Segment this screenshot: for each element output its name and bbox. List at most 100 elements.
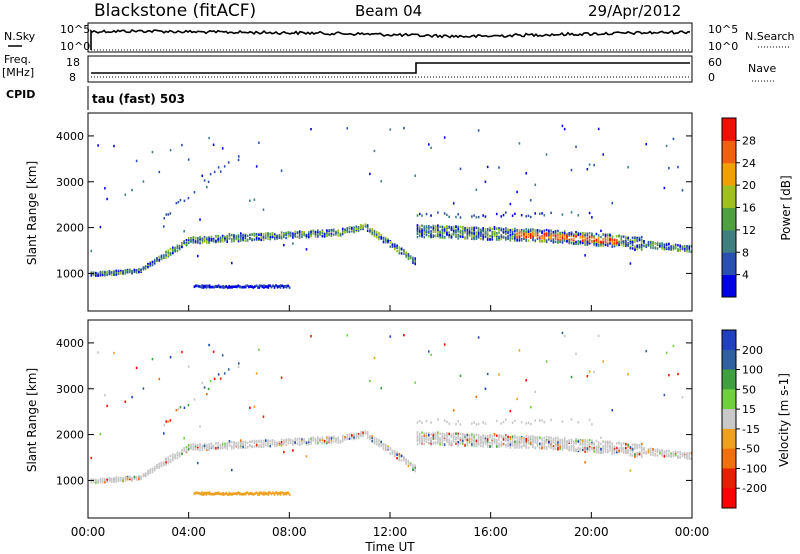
power-cell	[360, 223, 362, 227]
velocity-cell	[416, 436, 419, 440]
power-cell	[283, 234, 285, 237]
velocity-cell	[541, 437, 543, 440]
velocity-cell	[638, 443, 641, 447]
power-cell	[261, 285, 264, 289]
velocity-cell	[242, 442, 244, 445]
power-cell	[597, 234, 600, 237]
power-cell	[350, 227, 353, 230]
velocity-cell	[260, 491, 262, 495]
power-cell	[287, 231, 290, 234]
power-cell	[582, 239, 584, 242]
velocity-cell	[620, 442, 623, 445]
power-cell	[233, 233, 235, 237]
power-cell	[425, 225, 428, 228]
velocity-cell	[615, 447, 618, 450]
velocity-cell	[473, 435, 475, 439]
power-cell	[255, 284, 258, 288]
velocity-cell	[330, 437, 333, 440]
power-cell	[428, 143, 430, 146]
velocity-cell	[240, 492, 243, 496]
velocity-cell	[326, 436, 328, 439]
power-cell	[452, 229, 455, 233]
power-cell	[430, 229, 432, 233]
velocity-cell	[570, 448, 573, 452]
power-cell	[489, 238, 491, 241]
velocity-cell	[529, 436, 532, 439]
velocity-cell	[572, 447, 575, 451]
velocity-cell	[491, 443, 494, 447]
power-cell	[663, 246, 666, 250]
power-cell	[208, 286, 211, 289]
power-cell	[233, 235, 235, 238]
velocity-cell	[219, 377, 222, 380]
power-cell	[482, 236, 484, 239]
velocity-cell	[527, 437, 530, 440]
power-cell	[523, 229, 525, 233]
velocity-cell	[237, 491, 240, 494]
power-cell	[631, 247, 634, 250]
power-cell	[260, 238, 262, 242]
power-cell	[418, 227, 421, 231]
velocity-cell	[532, 440, 534, 443]
nave-label: Nave	[748, 62, 776, 75]
power-cell	[169, 251, 172, 255]
velocity-cell	[586, 374, 589, 378]
velocity-cell	[126, 478, 129, 481]
power-cell	[292, 232, 294, 235]
power-cell	[135, 159, 138, 163]
velocity-cell	[561, 448, 564, 451]
power-cell	[101, 272, 104, 275]
power-cell	[307, 234, 310, 238]
velocity-cell	[475, 439, 478, 443]
velocity-cell	[500, 440, 503, 444]
power-cell	[471, 226, 473, 229]
velocity-cell	[346, 437, 349, 440]
power-cell	[532, 236, 534, 240]
velocity-cell	[366, 433, 369, 436]
velocity-cell	[471, 422, 473, 425]
power-cell	[287, 235, 290, 238]
velocity-cell	[588, 449, 591, 452]
velocity-cell	[156, 466, 158, 469]
velocity-cell	[550, 444, 552, 447]
velocity-cell	[486, 445, 489, 448]
velocity-cell	[412, 466, 414, 469]
power-cell	[534, 183, 537, 187]
power-cell	[686, 245, 688, 248]
velocity-cell	[226, 445, 229, 448]
velocity-cell	[219, 447, 222, 450]
power-cell	[455, 228, 457, 232]
power-cell	[106, 273, 108, 277]
velocity-cell	[276, 493, 279, 496]
velocity-cell	[538, 419, 541, 422]
velocity-cell	[192, 447, 195, 450]
velocity-cell	[475, 433, 478, 436]
power-cell	[99, 272, 102, 276]
velocity-cell	[396, 451, 398, 454]
power-cell	[169, 148, 172, 152]
power-cell	[493, 227, 496, 230]
velocity-cell	[495, 445, 498, 448]
power-cell	[185, 242, 188, 246]
velocity-cell	[505, 437, 507, 440]
power-cell	[541, 212, 543, 215]
power-cell	[375, 230, 378, 234]
velocity-cell	[284, 491, 286, 495]
velocity-cell	[566, 442, 568, 446]
velocity-cell	[441, 435, 444, 439]
power-cell	[205, 286, 208, 289]
velocity-cell	[187, 447, 190, 451]
power-cell	[505, 211, 507, 214]
power-cell	[430, 234, 432, 237]
velocity-cell	[665, 453, 668, 456]
x-tick-label: 12:00	[373, 525, 408, 539]
power-cell	[604, 240, 607, 244]
velocity-cell	[514, 444, 516, 447]
velocity-cell	[221, 446, 224, 450]
velocity-cell	[464, 436, 466, 439]
velocity-cell	[330, 441, 333, 444]
velocity-cell	[292, 443, 294, 446]
power-cell	[416, 227, 419, 230]
power-cell	[683, 244, 686, 248]
